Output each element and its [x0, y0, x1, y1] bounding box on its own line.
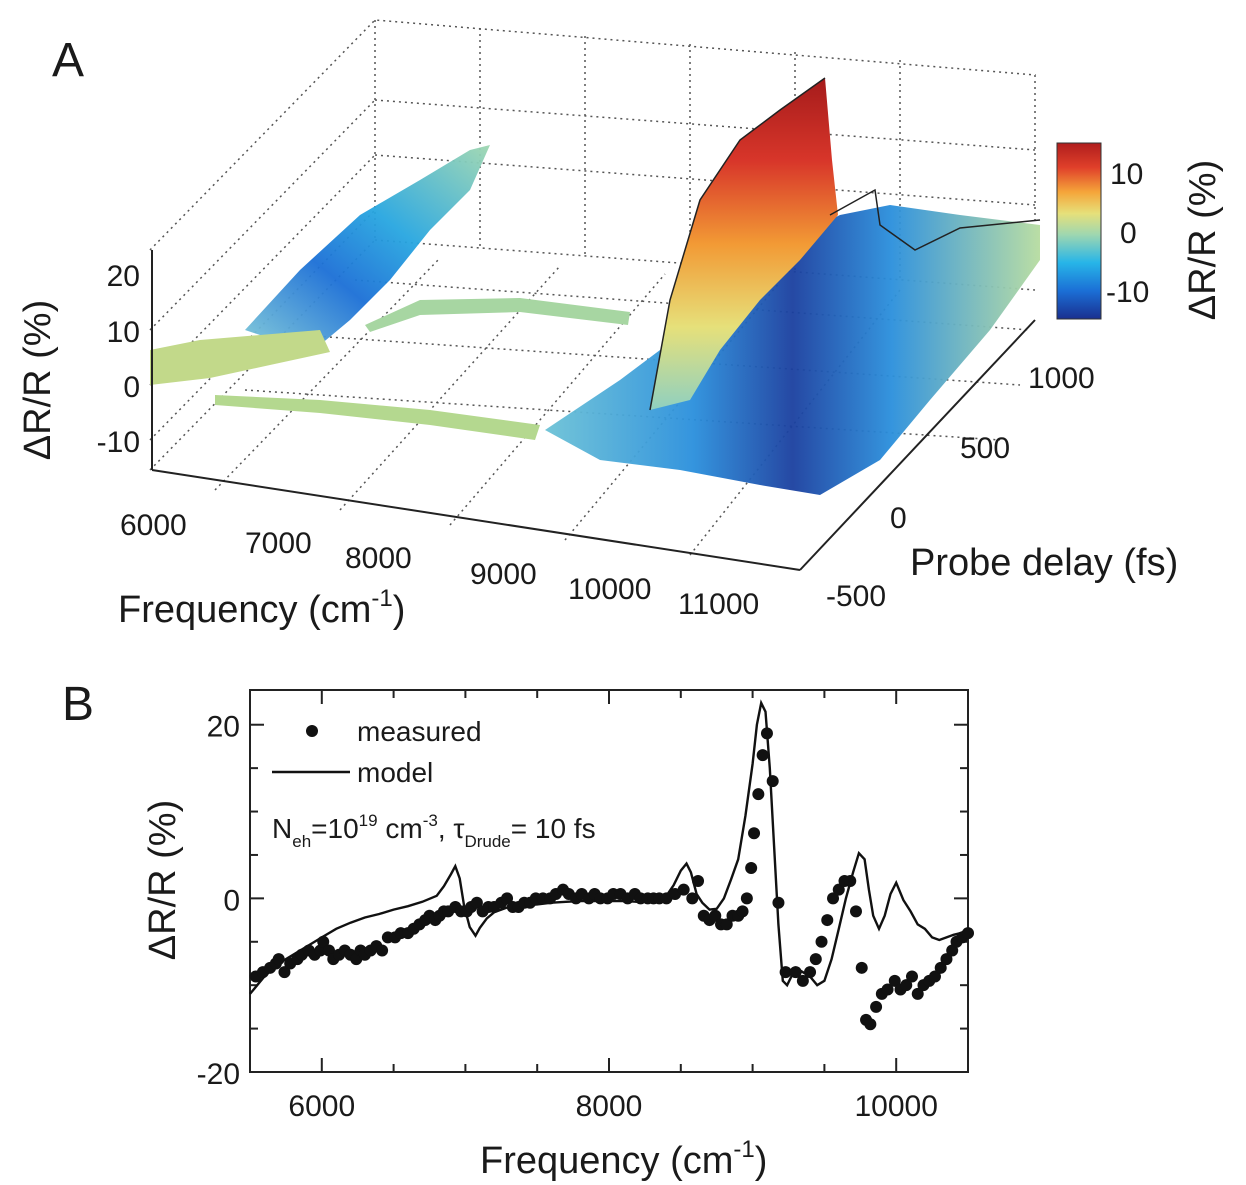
measured-point [317, 935, 330, 948]
panel-b-ticks: 6000 8000 10000 -20 0 20 [197, 690, 969, 1123]
measured-point [740, 892, 753, 905]
colorbar-title: ΔR/R (%) [1182, 160, 1224, 320]
measured-point [911, 987, 924, 1000]
measured-point [692, 875, 705, 887]
z-tick-minus10: -10 [97, 426, 140, 459]
legend-measured-marker [306, 725, 318, 737]
z-tick-0: 0 [123, 371, 140, 404]
x-tick-10000: 10000 [568, 573, 651, 606]
measured-point [888, 974, 901, 987]
measured-point [827, 892, 840, 905]
annotation-parameters: Neh=1019 cm-3, τDrude= 10 fs [272, 811, 596, 851]
measured-point [804, 966, 817, 979]
measured-point [905, 970, 918, 983]
panel-label-a: A [52, 34, 84, 87]
x-axis-title-b: Frequency (cm-1) [480, 1136, 767, 1182]
measured-point [928, 970, 941, 983]
y-tick-0: 0 [890, 502, 907, 535]
measured-point [272, 953, 285, 966]
x-tick-label: 6000 [288, 1090, 355, 1123]
panel-b-frame [249, 689, 969, 1073]
colorbar-tick-minus10: -10 [1106, 276, 1149, 309]
measured-point [760, 727, 773, 740]
measured-point [748, 827, 761, 840]
measured-point [736, 905, 749, 918]
measured-point [934, 961, 947, 974]
measured-point [881, 983, 894, 996]
legend: measured model [272, 716, 482, 788]
measured-point [962, 927, 974, 940]
measured-point [815, 935, 828, 948]
measured-point [855, 961, 868, 974]
surface-front-left-strip [150, 330, 330, 385]
measured-point [720, 918, 733, 931]
panel-label-b: B [62, 678, 94, 731]
y-tick-500: 500 [960, 432, 1010, 465]
colorbar: 10 0 -10 ΔR/R (%) [1056, 142, 1224, 320]
measured-point [779, 966, 792, 979]
panel-a-surfaces [150, 77, 1041, 495]
panel-b-plot: 6000 8000 10000 -20 0 20 measured model Neh=1… [142, 689, 974, 1182]
measured-point [900, 979, 913, 992]
y-tick-1000: 1000 [1028, 362, 1095, 395]
measured-point [821, 914, 834, 927]
panel-a-y-axis: -500 0 500 1000 Probe delay (fs) [799, 319, 1178, 613]
y-tick-label: 20 [207, 711, 240, 744]
surface-mid-strip-lower [215, 395, 540, 440]
measured-point [809, 953, 822, 966]
measured-point [789, 966, 802, 979]
measured-point [686, 892, 699, 905]
panel-a-z-axis: 20 10 0 -10 ΔR/R (%) [17, 250, 153, 470]
legend-model-label: model [357, 757, 433, 788]
x-tick-label: 10000 [854, 1090, 937, 1123]
series-model-line [249, 699, 969, 995]
y-tick-label: 0 [223, 884, 240, 917]
surface-low-frequency [245, 145, 490, 345]
z-tick-20: 20 [107, 260, 140, 293]
measured-point [756, 749, 769, 762]
series-measured-points [249, 727, 974, 1031]
panel-a-x-axis: 6000 7000 8000 9000 10000 11000 Frequenc… [118, 469, 801, 631]
measured-point [677, 883, 690, 896]
y-axis-title-a: Probe delay (fs) [910, 542, 1178, 584]
measured-point [940, 953, 953, 966]
x-axis-title-a: Frequency (cm-1) [118, 585, 405, 631]
x-tick-8000: 8000 [345, 542, 412, 575]
y-tick-minus500: -500 [826, 580, 886, 613]
surface-high-frequency [545, 205, 1040, 495]
measured-point [849, 905, 862, 918]
z-axis-title: ΔR/R (%) [17, 300, 59, 460]
measured-point [844, 875, 857, 887]
measured-point [766, 775, 779, 788]
measured-point [832, 883, 845, 896]
z-tick-10: 10 [107, 316, 140, 349]
x-tick-label: 8000 [576, 1090, 643, 1123]
colorbar-tick-10: 10 [1110, 158, 1143, 191]
measured-point [278, 966, 291, 979]
y-tick-label: -20 [197, 1058, 240, 1091]
measured-point [864, 1018, 877, 1031]
x-tick-7000: 7000 [245, 527, 312, 560]
colorbar-tick-0: 0 [1120, 217, 1137, 250]
measured-point [709, 909, 722, 922]
measured-point [376, 944, 389, 957]
measured-point [796, 974, 809, 987]
measured-point [501, 892, 514, 905]
x-tick-6000: 6000 [120, 509, 187, 542]
y-axis-title-b: ΔR/R (%) [142, 800, 184, 960]
measured-point [752, 788, 765, 801]
measured-point [470, 896, 483, 909]
measured-point [870, 1000, 883, 1013]
x-tick-11000: 11000 [678, 588, 759, 621]
surface-mid-strip-upper [365, 298, 630, 332]
measured-point [772, 896, 785, 909]
measured-point [745, 861, 758, 874]
x-tick-9000: 9000 [470, 558, 537, 591]
legend-measured-label: measured [357, 716, 482, 747]
surface-peak-ridge [650, 78, 838, 410]
